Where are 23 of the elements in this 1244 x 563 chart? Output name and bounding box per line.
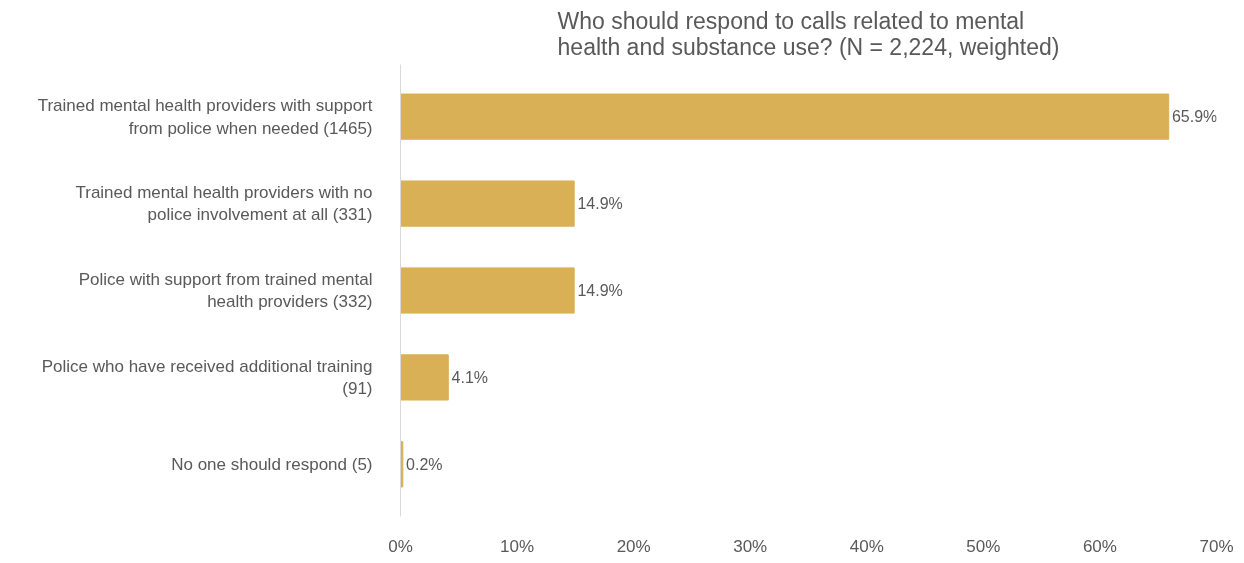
x-tick-label: 70% [1199,536,1234,556]
x-tick-label: 30% [733,536,768,556]
data-label: 65.9% [1171,108,1218,126]
data-label: 0.2% [406,455,443,473]
data-label: 14.9% [577,282,623,299]
bar [400,180,575,227]
x-tick-label: 40% [849,536,884,556]
data-label: 14.9% [577,195,623,213]
data-label: 4.1% [451,368,489,386]
x-tick-label: 60% [1082,536,1117,556]
y-tick-label: Police who have received additional training (91) [41,356,373,399]
y-tick-label: Trained mental health providers with no police involvement at all (331) [75,182,373,225]
y-tick-label: Police with support from trained mental health providers (332) [78,269,373,312]
bar [400,354,449,401]
x-tick-label: 10% [500,536,535,556]
x-tick-label: 50% [966,536,1001,556]
y-tick-label: Trained mental health providers with support from police when needed (1465) [37,95,373,138]
x-tick-label: 0% [388,536,413,556]
chart-title: Who should respond to calls related to mental health and substance use? (N = 2,224, weighted) [557,7,1060,60]
y-tick-label: No one should respond (5) [171,454,373,474]
bar [400,93,1170,140]
x-tick-label: 20% [616,536,651,556]
bar [400,267,575,314]
